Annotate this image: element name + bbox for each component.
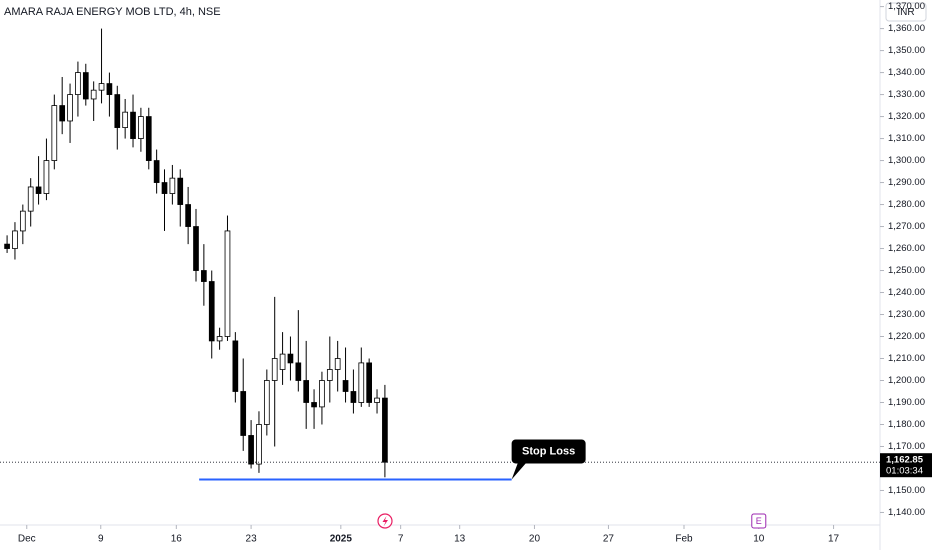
x-tick-label: 9 [98, 534, 104, 545]
candle-body [319, 380, 325, 408]
y-tick-label: 1,280.00 [888, 199, 925, 210]
x-tick-label: Feb [675, 534, 693, 545]
countdown-label: 01:03:34 [886, 466, 923, 477]
y-tick-label: 1,210.00 [888, 353, 925, 364]
candle-body [350, 391, 357, 403]
y-tick-label: 1,200.00 [888, 375, 925, 386]
candle-body [248, 435, 254, 465]
y-tick-label: 1,240.00 [888, 287, 925, 298]
candle-body [145, 116, 152, 161]
y-tick-label: 1,170.00 [888, 441, 925, 452]
candle-body [43, 160, 50, 194]
candle-body [271, 358, 278, 381]
candle-body [169, 177, 176, 194]
stop-loss-callout [511, 439, 586, 480]
x-tick-label: 16 [171, 534, 183, 545]
chart-title: AMARA RAJA ENERGY MOB LTD, 4h, NSE [4, 6, 221, 18]
y-tick-label: 1,190.00 [888, 397, 925, 408]
candle-body [342, 380, 349, 392]
candle-body [208, 281, 215, 342]
y-tick-label: 1,340.00 [888, 67, 925, 78]
stop-loss-label: Stop Loss [522, 445, 575, 457]
candle-body [59, 105, 66, 122]
event-label[interactable]: E [756, 516, 762, 526]
candle-body [153, 160, 160, 183]
candle-body [138, 116, 144, 139]
x-tick-label: Dec [18, 534, 36, 545]
candle-body [287, 353, 294, 364]
candle-body [374, 397, 380, 403]
event-lightning[interactable] [377, 513, 393, 529]
candle-body [240, 391, 247, 436]
x-tick-label: 2025 [330, 534, 353, 545]
y-tick-label: 1,250.00 [888, 265, 925, 276]
candle-body [90, 89, 97, 100]
candle-body [216, 336, 223, 342]
y-tick-label: 1,260.00 [888, 243, 925, 254]
last-price-tag [880, 453, 932, 478]
candle-body [326, 369, 333, 381]
y-tick-label: 1,270.00 [888, 221, 925, 232]
y-tick-label: 1,330.00 [888, 89, 925, 100]
candle-body [75, 72, 81, 95]
candle-body [82, 72, 89, 100]
candle-body [98, 83, 105, 91]
candle-body [366, 362, 372, 403]
y-tick-label: 1,150.00 [888, 485, 925, 496]
y-tick-label: 1,230.00 [888, 309, 925, 320]
y-tick-label: 1,370.00 [888, 1, 925, 12]
candle-body [382, 397, 388, 463]
candle-body [193, 226, 199, 271]
y-tick-label: 1,320.00 [888, 111, 925, 122]
candle-body [67, 94, 73, 122]
x-tick-label: 20 [529, 534, 541, 545]
candle-body [185, 204, 191, 227]
candle-body [51, 105, 58, 161]
y-tick-label: 1,290.00 [888, 177, 925, 188]
candle-body [122, 111, 128, 128]
candle-body [256, 424, 262, 465]
candle-body [334, 358, 341, 370]
candle-body [177, 177, 184, 205]
y-tick-label: 1,300.00 [888, 155, 925, 166]
candle-body [263, 380, 270, 425]
y-tick-label: 1,360.00 [888, 23, 925, 34]
candle-body [279, 353, 286, 370]
candle-body [161, 182, 168, 194]
candle-body [224, 230, 231, 337]
candle-body [358, 362, 365, 403]
y-tick-label: 1,220.00 [888, 331, 925, 342]
candle-body [19, 210, 26, 232]
y-tick-label: 1,140.00 [888, 507, 925, 518]
x-tick-label: 27 [603, 534, 615, 545]
y-tick-label: 1,350.00 [888, 45, 925, 56]
x-tick-label: 17 [828, 534, 840, 545]
candle-body [35, 186, 42, 194]
candle-body [130, 111, 136, 139]
x-tick-label: 23 [246, 534, 258, 545]
candle-body [4, 243, 10, 249]
x-tick-label: 7 [398, 534, 404, 545]
candle-body [114, 94, 121, 128]
currency-button[interactable] [885, 2, 927, 22]
candle-body [303, 380, 310, 403]
y-tick-label: 1,310.00 [888, 133, 925, 144]
candle-body [295, 362, 302, 381]
candle-body [201, 270, 207, 282]
candle-body [106, 83, 113, 95]
candle-body [232, 340, 239, 392]
y-tick-label: 1,180.00 [888, 419, 925, 430]
currency-label[interactable]: INR [897, 7, 914, 18]
candle-body [27, 186, 34, 212]
candle-body [12, 230, 18, 249]
last-price-label: 1,162.85 [886, 455, 924, 466]
x-tick-label: 10 [753, 534, 765, 545]
x-tick-label: 13 [454, 534, 466, 545]
candle-body [311, 402, 317, 408]
event-marker[interactable] [751, 513, 767, 529]
